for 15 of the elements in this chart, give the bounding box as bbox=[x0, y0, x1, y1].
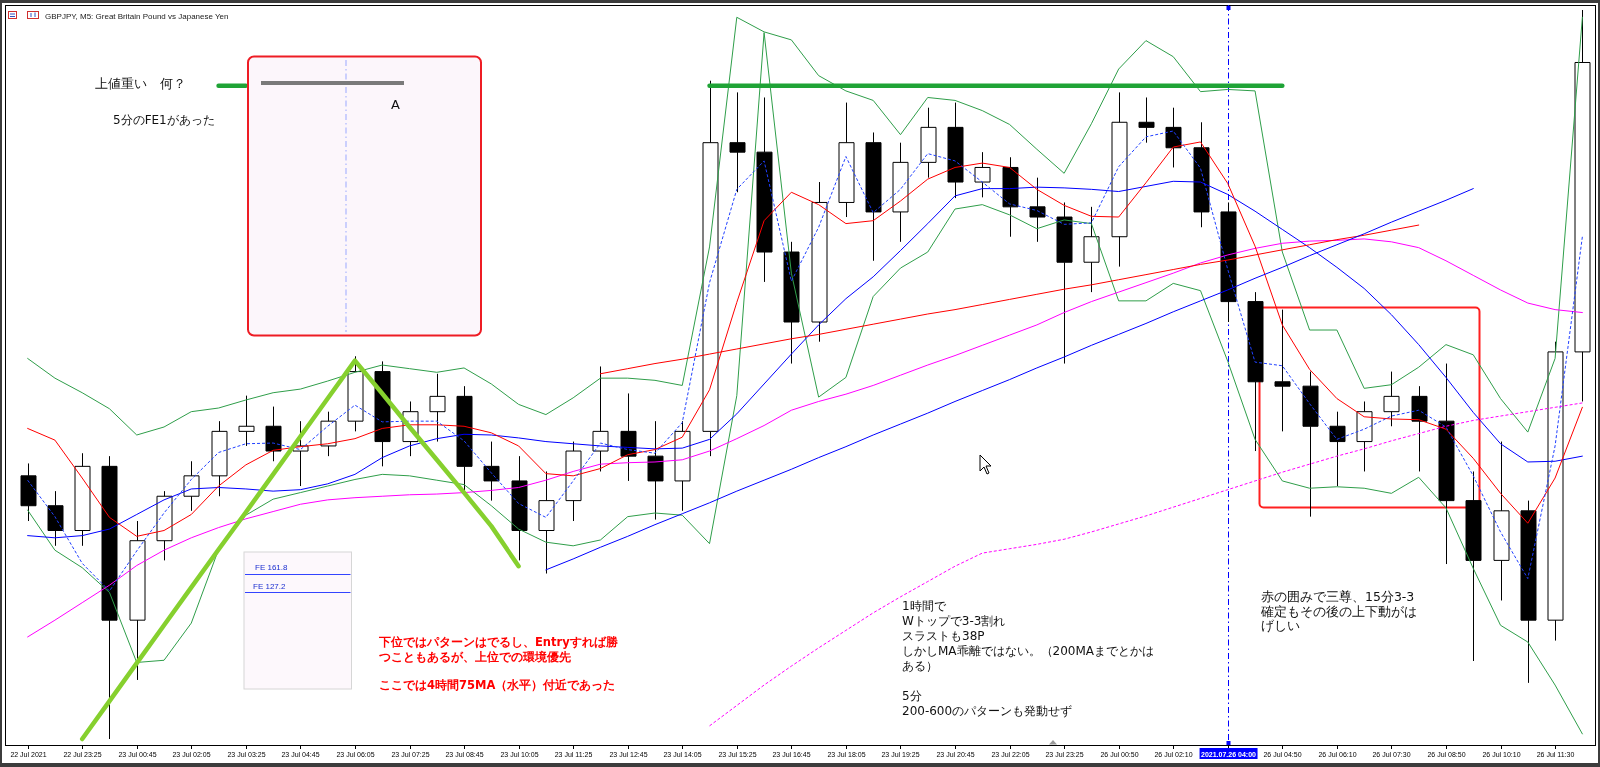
annotation: 5分のFE1があった bbox=[113, 113, 215, 127]
annotation: Wトップで3-3割れ bbox=[902, 614, 1006, 628]
annotation: 5分 bbox=[902, 689, 922, 703]
annotation: 下位ではパターンはでるし、Entryすれば勝つこともあるが、上位での環境優先 bbox=[379, 635, 618, 664]
annotation: 上値重い 何？ bbox=[95, 76, 186, 91]
annotation: FE 127.2 bbox=[253, 582, 286, 591]
annotation: しかしMA乖離ではない。（200MAまでとかはある） bbox=[902, 644, 1155, 673]
annotation: 1時間で bbox=[902, 599, 946, 613]
annotation: A bbox=[391, 97, 400, 112]
annotation: FE 161.8 bbox=[255, 563, 288, 572]
annotation: ここでは4時間75MA（水平）付近であった bbox=[379, 678, 616, 692]
annotation: 200-600のパターンも発動せず bbox=[902, 704, 1073, 718]
annotation: スラストも38P bbox=[902, 629, 985, 643]
annotation: 赤の囲みで三尊、15分3-3確定もその後の上下動がはげしい bbox=[1261, 589, 1417, 633]
title: GBPJPY, M5: Great Britain Pound vs Japanese Yen bbox=[45, 12, 229, 21]
